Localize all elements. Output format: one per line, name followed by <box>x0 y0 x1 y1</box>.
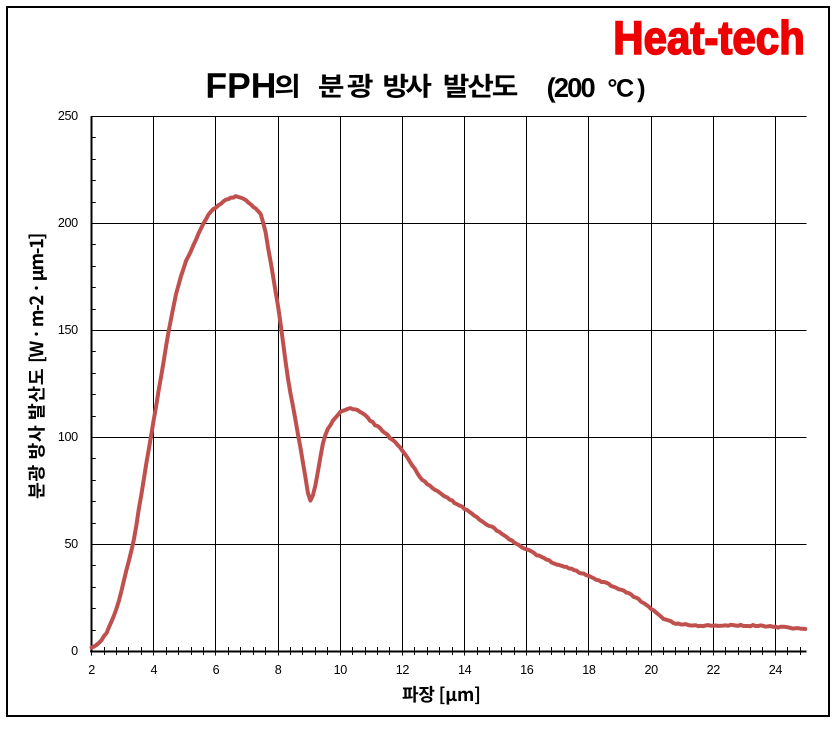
svg-text:200: 200 <box>58 216 78 230</box>
svg-text:18: 18 <box>582 663 596 677</box>
svg-text:16: 16 <box>520 663 534 677</box>
svg-text:4: 4 <box>150 663 157 677</box>
svg-text:150: 150 <box>58 323 78 337</box>
svg-text:250: 250 <box>58 109 78 123</box>
svg-text:2: 2 <box>88 663 95 677</box>
svg-text:50: 50 <box>64 537 78 551</box>
svg-text:24: 24 <box>769 663 783 677</box>
svg-text:100: 100 <box>58 430 78 444</box>
svg-text:8: 8 <box>275 663 282 677</box>
svg-text:14: 14 <box>458 663 472 677</box>
svg-text:22: 22 <box>707 663 721 677</box>
svg-text:12: 12 <box>396 663 410 677</box>
svg-text:6: 6 <box>213 663 220 677</box>
svg-text:20: 20 <box>644 663 658 677</box>
svg-text:10: 10 <box>334 663 348 677</box>
svg-text:0: 0 <box>71 644 78 658</box>
